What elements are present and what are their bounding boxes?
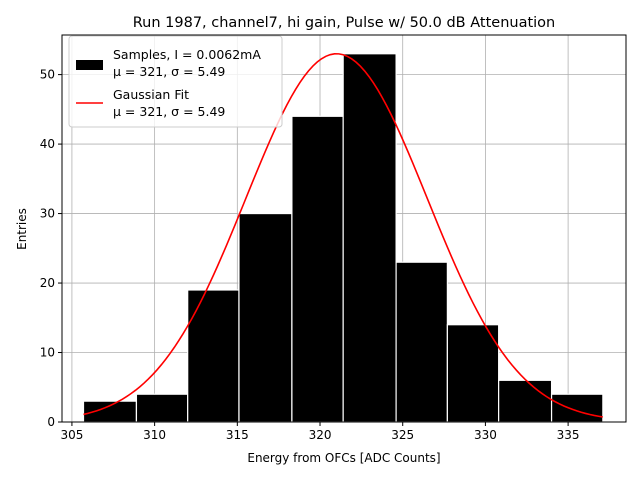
legend-samples-stats: μ = 321, σ = 5.49 (113, 64, 225, 79)
histogram-bar (446, 324, 500, 423)
histogram-bar (498, 379, 553, 423)
x-tick-label: 330 (474, 428, 497, 442)
chart-title: Run 1987, channel7, hi gain, Pulse w/ 50… (133, 15, 556, 31)
x-tick-label: 305 (60, 428, 83, 442)
legend-box (68, 35, 283, 128)
histogram-bar (291, 115, 344, 423)
y-tick-label: 50 (40, 68, 55, 82)
y-axis-label: Entries (15, 208, 29, 250)
histogram-bar (238, 212, 293, 423)
x-tick-label: 335 (557, 428, 580, 442)
histogram-bars (82, 53, 604, 423)
legend-fit-label: Gaussian Fit (113, 87, 189, 102)
gaussian-fit-curve (83, 53, 603, 418)
legend-fit-stats: μ = 321, σ = 5.49 (113, 104, 225, 119)
y-tick-label: 20 (40, 276, 55, 290)
y-tick-label: 40 (40, 137, 55, 151)
y-tick-label: 10 (40, 346, 55, 360)
histogram-bar (135, 393, 189, 423)
x-tick-label: 310 (143, 428, 166, 442)
x-axis-label: Energy from OFCs [ADC Counts] (247, 451, 440, 465)
y-tick-label: 30 (40, 207, 55, 221)
legend-samples-swatch (76, 60, 103, 70)
y-axis-ticks: 0 10 20 30 40 50 (40, 68, 62, 429)
x-tick-label: 315 (226, 428, 249, 442)
x-axis-ticks: 305 310 315 320 325 330 335 (60, 422, 580, 442)
y-tick-label: 0 (47, 415, 55, 429)
axes-frame (61, 34, 627, 423)
x-tick-label: 320 (309, 428, 332, 442)
x-tick-label: 325 (391, 428, 414, 442)
legend: Samples, I = 0.0062mA μ = 321, σ = 5.49 … (68, 35, 283, 128)
histogram-bar (187, 289, 240, 423)
histogram-bar (395, 261, 448, 423)
histogram-bar (342, 53, 397, 423)
histogram-bar (550, 393, 604, 423)
legend-samples-label: Samples, I = 0.0062mA (113, 47, 261, 62)
